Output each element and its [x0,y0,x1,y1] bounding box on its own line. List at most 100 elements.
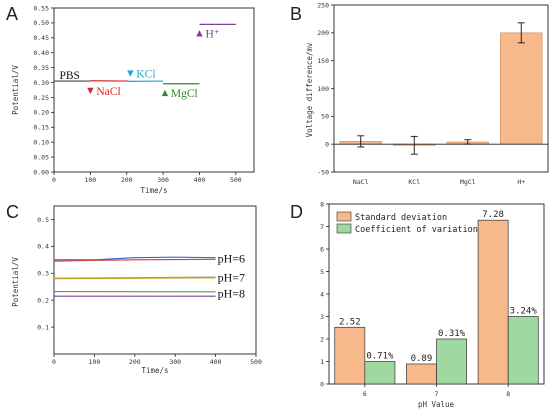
panel-d-grouped-bar-chart: D 0 1 2 3 4 5 6 7 8 6 7 8 2.52 0.71% 0.89 0.31% 7.28 3.… [290,200,545,409]
annotation-marker-a [127,70,134,77]
y-tick-label-b: 0 [325,140,329,148]
x-tick-label-c: 500 [250,358,262,366]
y-tick-label-c: 0.2 [37,296,49,304]
data-label-d: 0.71% [366,352,394,362]
y-tick-label-c: 0.5 [37,216,49,224]
annotation-label-a: PBS [59,70,79,82]
bar-d [364,361,396,385]
panel-letter-b: B [290,4,302,24]
x-tick-label-b: MgCl [460,178,476,186]
legend-swatch-d [336,211,352,222]
bar-d [406,363,437,385]
y-tick-label-d: 5 [320,268,324,276]
y-tick-label-a: 0.30 [33,79,49,87]
bar-d [334,326,366,385]
data-label-d: 0.31% [438,329,466,339]
y-tick-label-b: 200 [317,29,329,37]
y-tick-label-a: 0.05 [33,153,49,161]
x-tick-label-c: 400 [210,358,222,366]
ph-label-c: pH=7 [218,270,245,284]
legend-label-d: Standard deviation [355,213,447,223]
x-axis-b: NaCl KCl MgCl H+ [353,178,525,186]
bar-d [507,316,539,385]
series-line-c [53,277,216,280]
x-tick-label-a: 400 [194,176,206,184]
y-tick-label-a: 0.25 [33,94,49,102]
legend-d: Standard deviation Coefficient of variati… [336,211,478,235]
y-tick-label-d: 2 [320,335,324,343]
x-tick-label-a: 200 [121,176,133,184]
x-tick-label-b: KCl [408,178,420,186]
series-line-c [53,258,216,262]
x-tick-label-c: 300 [169,358,181,366]
x-tick-label-d: 8 [506,390,510,398]
y-tick-label-d: 0 [320,380,324,388]
data-label-d: 0.89 [411,354,433,364]
x-tick-label-d: 6 [363,390,367,398]
annotation-label-a: KCl [136,69,155,81]
bars-d: 2.52 0.71% 0.89 0.31% 7.28 3.24% [334,210,539,385]
plot-frame-c [53,205,257,355]
bar-d [477,219,509,385]
data-label-d: 7.28 [482,210,504,220]
x-tick-label-a: 100 [84,176,96,184]
bar-b [500,32,543,145]
x-tick-label-a: 500 [230,176,242,184]
series-a [54,23,236,85]
annotation-label-a: NaCl [96,86,120,98]
y-tick-label-a: 0.20 [33,109,49,117]
x-axis-d: 6 7 8 [363,384,510,398]
y-tick-label-c: 0.3 [37,270,49,278]
y-tick-label-b: 100 [317,85,329,93]
bar-d [436,338,467,385]
x-axis-label-d: pH Value [418,400,455,409]
x-tick-label-c: 100 [89,358,101,366]
panel-letter-a: A [6,4,18,24]
ph-label-c: pH=6 [218,251,245,265]
panel-letter-d: D [290,202,303,222]
ph-label-c: pH=8 [218,286,245,300]
y-axis-label-a: Potential/V [11,65,20,115]
annotation-marker-a [196,30,203,37]
annotation-marker-a [87,87,94,95]
x-tick-label-b: H+ [517,178,525,186]
x-tick-label-b: NaCl [353,178,369,186]
x-tick-label-c: 200 [129,358,141,366]
y-tick-label-c: 0.4 [37,243,49,251]
y-tick-label-a: 0.40 [33,49,49,57]
data-label-d: 3.24% [510,307,538,317]
panel-a-line-chart: A 0.000.050.100.150.200.250.300.350.400.… [6,4,255,195]
panel-b-bar-chart: B -50 0 50 100 150 200 250 NaCl KCl MgCl H+ Volta… [290,1,549,186]
y-tick-label-d: 6 [320,245,324,253]
y-axis-c: 0.1 0.2 0.3 0.4 0.5 [37,216,54,331]
y-tick-label-b: 250 [317,1,329,9]
series-line-c [53,276,216,279]
y-tick-label-a: 0.00 [33,168,49,176]
x-axis-label-a: Time/s [140,186,167,195]
y-tick-label-d: 3 [320,313,324,321]
x-tick-label-a: 0 [52,176,56,184]
y-tick-label-d: 8 [320,200,324,208]
y-tick-label-c: 0.1 [37,323,49,331]
series-c [53,256,216,297]
y-tick-label-a: 0.50 [33,19,49,27]
x-axis-c: 0 100 200 300 400 500 [52,354,262,366]
x-tick-label-d: 7 [435,390,439,398]
y-tick-label-a: 0.55 [33,4,49,12]
series-line-c [54,256,216,261]
y-axis-d: 0 1 2 3 4 5 6 7 8 [320,200,329,388]
x-tick-label-a: 300 [157,176,169,184]
y-axis-b: -50 0 50 100 150 200 250 [317,1,334,176]
panel-letter-c: C [6,202,19,222]
y-axis-label-b: Voltage difference/mv [305,42,314,137]
y-tick-label-a: 0.10 [33,138,49,146]
annotation-marker-a [161,89,169,97]
y-tick-label-b: 50 [321,113,329,121]
x-tick-label-c: 0 [52,358,56,366]
annotations-a: PBS NaCl KCl MgCl H⁺ [59,28,219,100]
y-tick-label-a: 0.45 [33,34,49,42]
y-tick-label-d: 7 [320,223,324,231]
y-tick-label-b: -50 [317,168,329,176]
y-tick-label-d: 4 [320,290,324,298]
